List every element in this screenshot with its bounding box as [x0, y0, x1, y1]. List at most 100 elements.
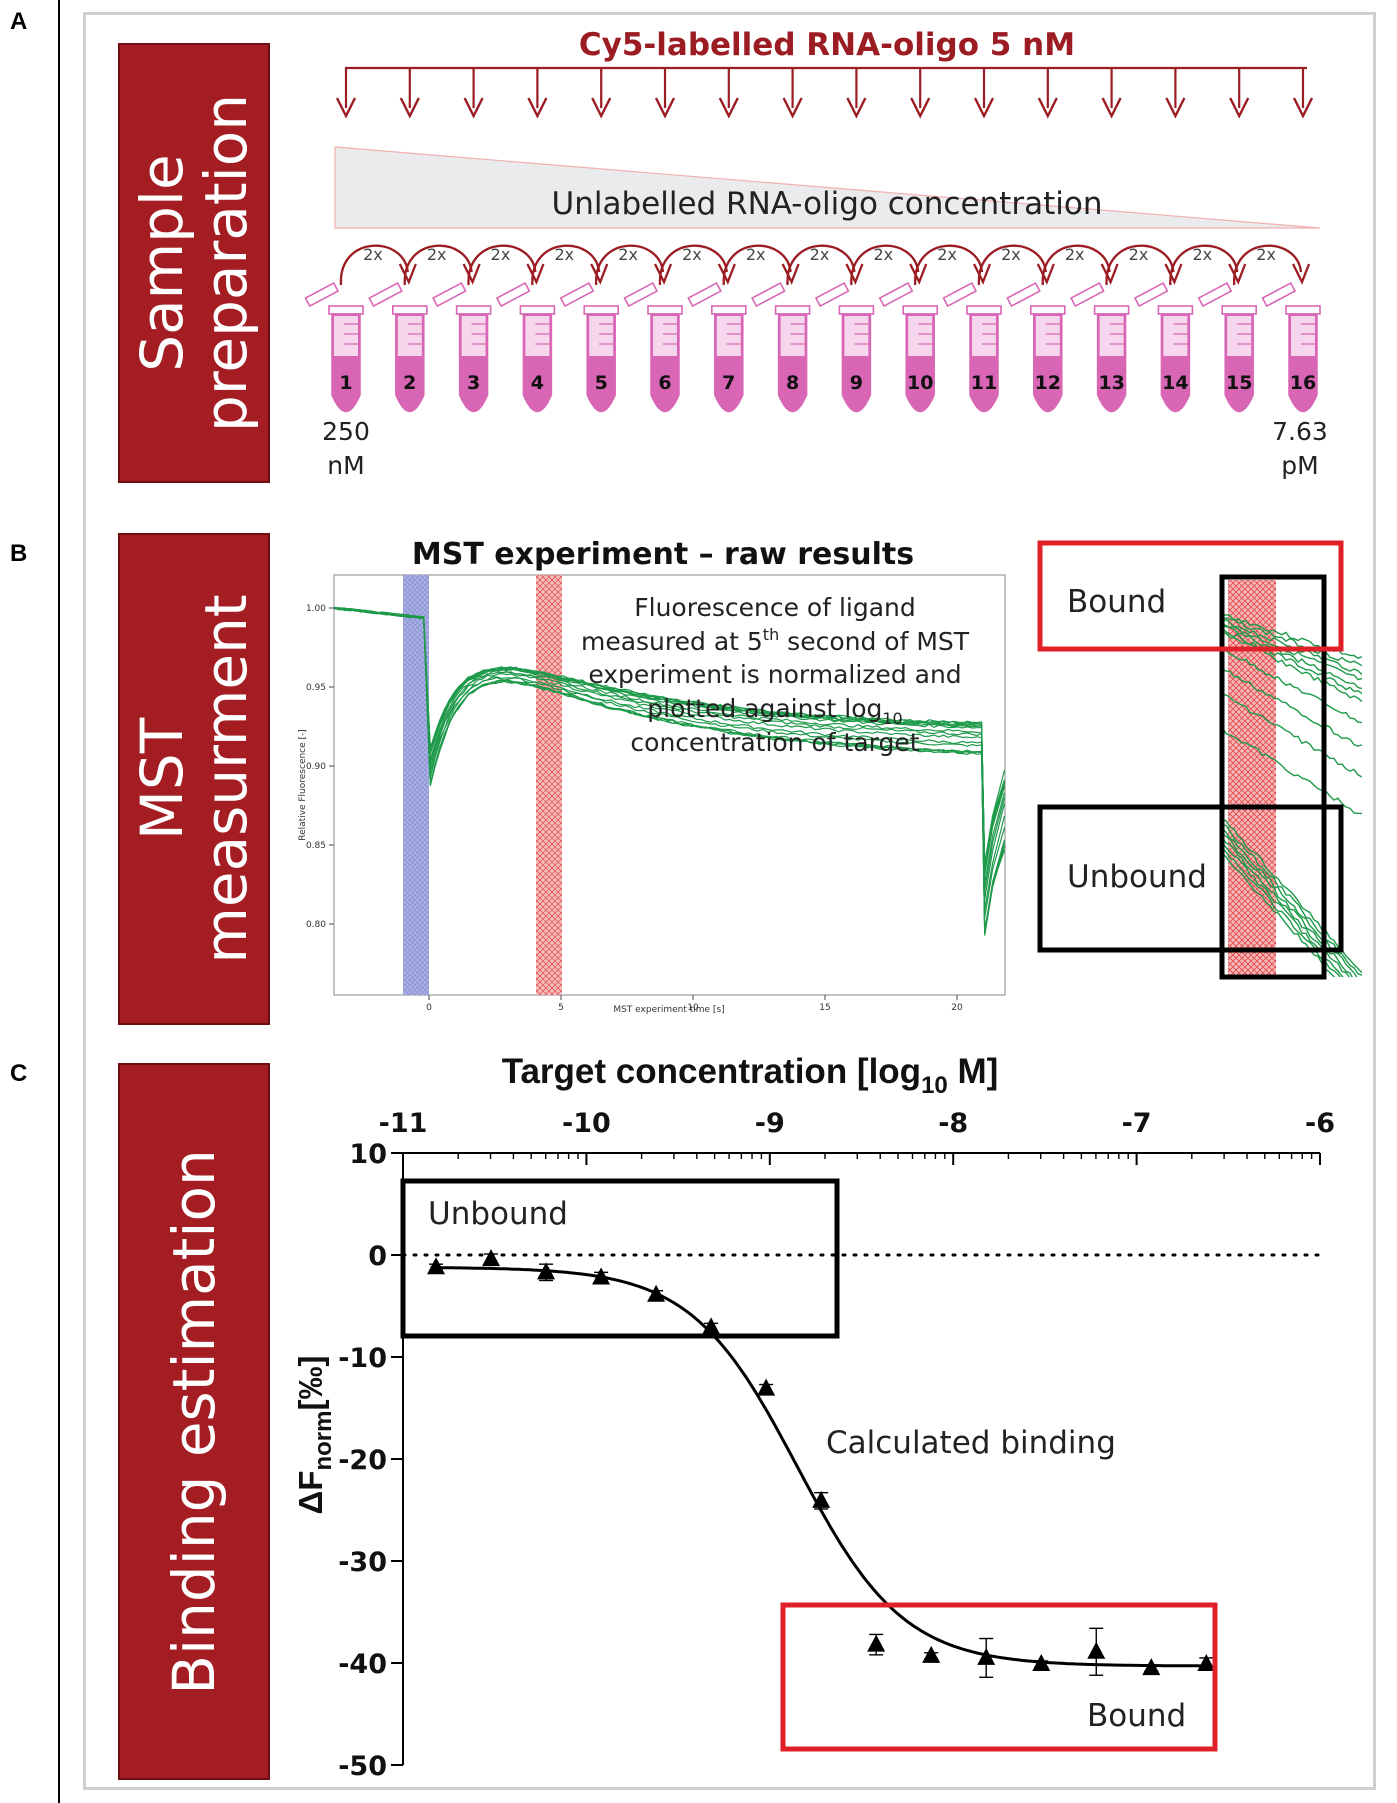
tube: 15 [1197, 281, 1257, 413]
data-point [537, 1262, 556, 1280]
arrow-head [1037, 97, 1058, 119]
mst-trace [333, 607, 1006, 931]
arc-head [462, 263, 481, 285]
arrow-head [718, 97, 739, 119]
tube-upper [1163, 316, 1188, 356]
tube: 16 [1261, 281, 1321, 413]
arc-head [653, 263, 673, 285]
x-tick-label: -10 [562, 1108, 611, 1139]
tube-cap [687, 281, 722, 308]
tube-cap [623, 281, 659, 308]
zoom-trace [1223, 844, 1344, 977]
bound-label: Bound [1067, 584, 1166, 620]
note-line1: Fluorescence of ligand [634, 593, 915, 622]
data-point [1087, 1641, 1106, 1659]
note-line4sub: 10 [882, 709, 902, 728]
tube: 6 [623, 281, 683, 413]
tube-rim [455, 305, 492, 315]
mst-trace [334, 608, 1006, 891]
arrow-head [782, 97, 803, 119]
tube-upper [589, 316, 614, 356]
tube: 5 [559, 281, 620, 413]
dilution-label: 2x [682, 245, 702, 264]
dilution-label: 2x [618, 245, 638, 264]
tube-number: 4 [531, 372, 544, 394]
tube-upper [1291, 316, 1315, 356]
arrow-head [335, 97, 357, 119]
tube-number: 8 [786, 372, 799, 394]
tube-cap [495, 281, 531, 308]
dilution-arc [403, 244, 473, 286]
gradient-label: Unlabelled RNA-oligo concentration [552, 186, 1103, 222]
arc-head [1036, 263, 1055, 285]
zoom-window [1219, 574, 1327, 980]
arrow-head [399, 97, 420, 119]
tube-upper [525, 316, 550, 356]
tube-rim [902, 305, 939, 315]
zoom-trace [1223, 834, 1353, 977]
tube-number: 13 [1098, 372, 1124, 394]
tube-rim [647, 305, 683, 315]
tube-upper [397, 316, 422, 356]
tube-cap [559, 281, 595, 308]
tube-upper [334, 316, 358, 356]
zoom-traces [1223, 614, 1362, 977]
unbound-box [1037, 804, 1344, 953]
dilution-arc [722, 244, 792, 286]
arrow-head [591, 97, 612, 119]
arc-head [909, 263, 928, 285]
tube-number: 14 [1162, 372, 1188, 394]
note-line4a: plotted against log [647, 694, 882, 723]
tube-number: 10 [907, 372, 933, 394]
tube-number: 3 [467, 372, 480, 394]
tube: 14 [1133, 281, 1194, 413]
x-tick-label: -6 [1305, 1108, 1335, 1139]
tube-rim [1221, 305, 1257, 315]
start-concentration-value: 250 [322, 417, 370, 446]
note-line4: plotted against log10 [647, 694, 902, 728]
x-tick-label: -7 [1122, 1108, 1152, 1139]
y-tick-label: 10 [349, 1139, 387, 1170]
dilution-label: 2x [427, 245, 447, 264]
dilution-arc [977, 244, 1047, 286]
y-tick-label: -20 [338, 1445, 387, 1476]
zoom-trace [1223, 694, 1362, 778]
x-tick-label: 10 [687, 1003, 699, 1013]
data-point [702, 1317, 721, 1335]
ylabel-sub: norm [310, 1411, 337, 1471]
tube-rim [1157, 305, 1194, 315]
tube: 1 [304, 281, 364, 413]
tube: 8 [751, 281, 811, 413]
data-point [977, 1647, 996, 1665]
tube-upper [1035, 316, 1060, 356]
tube-upper [461, 316, 486, 356]
tube-cap [1133, 281, 1169, 308]
x-tick-label: 0 [426, 1003, 432, 1013]
arc-head [1100, 263, 1119, 285]
arrow-head [527, 97, 548, 119]
unbound-region-box [400, 1178, 840, 1339]
dilution-arc [531, 244, 601, 286]
data-point [922, 1645, 941, 1663]
unbound-label: Unbound [1067, 859, 1207, 895]
arrow-head [846, 97, 867, 119]
tube-number: 12 [1035, 372, 1061, 394]
mst-trace [333, 607, 1006, 918]
end-concentration-value: 7.63 [1272, 417, 1328, 446]
tube-number: 16 [1290, 372, 1316, 394]
dilution-label: 2x [746, 245, 766, 264]
tube-cap [814, 281, 850, 308]
y-tick-label: 0.80 [306, 920, 326, 930]
dilution-label: 2x [937, 245, 957, 264]
tube-cap [1006, 281, 1041, 308]
dilution-arc [1105, 244, 1175, 286]
note-line5: concentration of target [630, 728, 919, 757]
arrow-head [1165, 97, 1186, 119]
arc-head [717, 263, 736, 285]
arc-head [590, 263, 609, 285]
tube-rim [328, 305, 364, 315]
zoom-trace [1223, 824, 1362, 976]
arc-head [1291, 263, 1311, 285]
dilution-arc [1233, 244, 1303, 286]
x-tick-label: -8 [938, 1108, 968, 1139]
